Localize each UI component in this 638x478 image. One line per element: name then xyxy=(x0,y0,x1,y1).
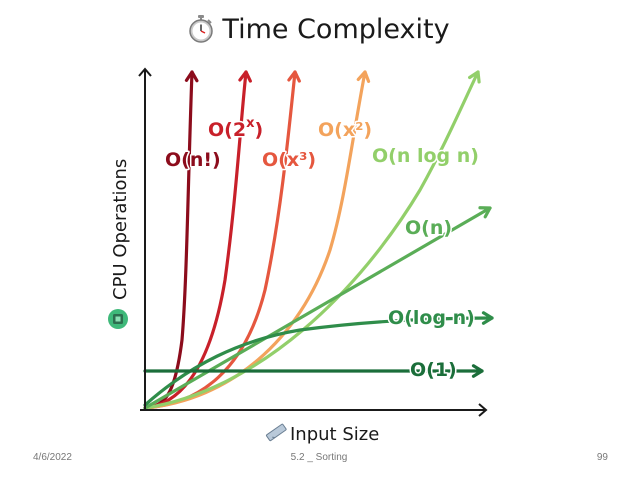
arrowhead-nlogn xyxy=(468,70,481,84)
arrowhead-factorial xyxy=(184,70,199,83)
arrowhead-quadratic xyxy=(356,70,371,83)
arrowhead-cubic xyxy=(287,70,301,83)
slide-title: Time Complexity xyxy=(0,14,638,50)
title-text: Time Complexity xyxy=(222,14,450,45)
arrowhead-linear xyxy=(478,206,492,219)
curve-label-cubic: O(x³) xyxy=(262,149,316,171)
y-axis-label: CPU Operations xyxy=(110,159,131,300)
curve-label-nlogn: O(n log n) xyxy=(372,145,479,167)
curve-linear xyxy=(143,206,492,410)
curve-label-linear: O(n) xyxy=(405,217,452,239)
curve-label-exp: O(2x) xyxy=(208,116,263,141)
arrowhead-log xyxy=(481,311,494,325)
curve-factorial xyxy=(143,70,194,410)
page-number: 99 xyxy=(596,452,608,463)
cpu-chip-icon xyxy=(108,309,128,329)
curve-label-factorial: O(n!) xyxy=(165,149,221,171)
y-axis-label-group: CPU Operations xyxy=(108,159,131,329)
curve-label-log: O(log n) xyxy=(388,307,475,329)
footer-date: 4/6/2022 xyxy=(33,452,72,463)
footer-section: 5.2 _ Sorting xyxy=(290,452,348,463)
x-axis-label-group: Input Size xyxy=(265,423,379,445)
ruler-icon xyxy=(265,423,287,442)
x-axis-label: Input Size xyxy=(290,424,379,445)
curve-label-const: O(1) xyxy=(410,359,457,381)
labels-layer: O(n!) O(2x) O(x³)O(x²)O(n log n) O(n) O(log … xyxy=(164,115,481,383)
curve-label-quadratic: O(x²) xyxy=(318,119,372,141)
curve-nlogn xyxy=(143,70,480,410)
arrowhead-exp xyxy=(238,70,252,83)
stopwatch-icon xyxy=(188,15,214,50)
curves-layer xyxy=(143,70,494,410)
arrowhead-const xyxy=(471,364,484,378)
curve-exp xyxy=(143,70,248,410)
